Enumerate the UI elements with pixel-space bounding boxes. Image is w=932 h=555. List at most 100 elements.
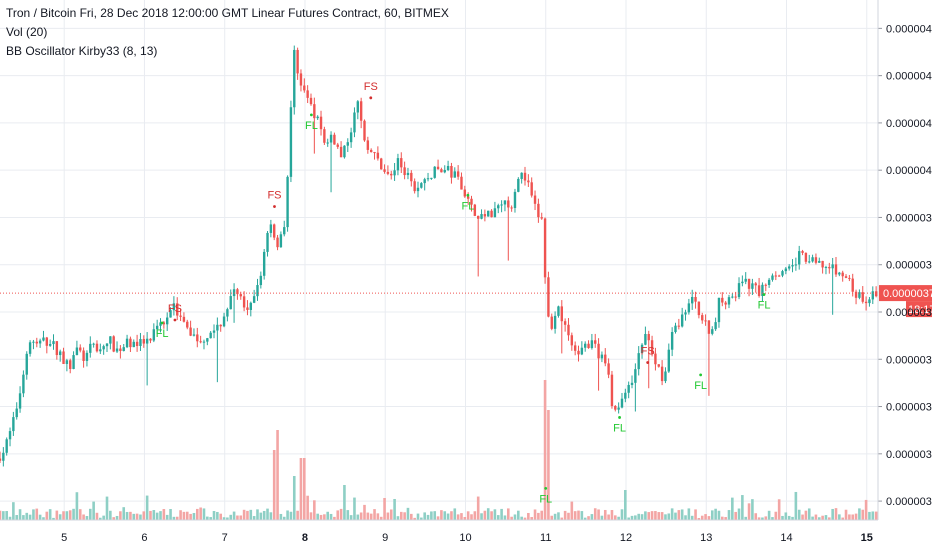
candle-body: [781, 271, 784, 276]
legend-main-title[interactable]: Tron / Bitcoin Fri, 28 Dec 2018 12:00:00…: [6, 6, 449, 20]
volume-bar: [22, 515, 25, 520]
candle-body: [851, 278, 854, 292]
volume-bar: [577, 510, 580, 520]
candle-body: [303, 85, 306, 91]
volume-bar: [112, 517, 115, 520]
candle-body: [122, 347, 125, 352]
candle-body: [72, 355, 75, 369]
volume-bar: [690, 515, 694, 520]
volume-bar: [734, 511, 737, 520]
volume-bar: [42, 517, 45, 520]
candle-body: [403, 167, 406, 176]
x-tick-label: 7: [222, 532, 228, 544]
volume-bar: [99, 517, 102, 520]
candle-body: [199, 341, 202, 343]
candle-body: [450, 165, 453, 178]
volume-bar: [105, 496, 109, 520]
fs-signal-label: FS: [641, 346, 655, 358]
volume-bar: [406, 507, 410, 520]
candle-body: [236, 289, 239, 295]
candle-body: [657, 364, 660, 367]
volume-bar: [593, 508, 597, 520]
candle-body: [229, 296, 232, 310]
volume-bar: [226, 517, 229, 520]
volume-bar: [466, 511, 470, 520]
volume-bar: [5, 511, 8, 520]
volume-bar: [844, 509, 848, 520]
candle-body: [587, 343, 590, 349]
volume-bar: [817, 517, 821, 520]
candle-body: [787, 266, 791, 269]
candle-body: [396, 158, 400, 171]
volume-bar: [52, 517, 55, 520]
candle-body: [831, 264, 834, 269]
volume-bar: [868, 511, 871, 520]
candle-body: [329, 134, 333, 143]
candle-body: [309, 97, 313, 105]
candle-body: [219, 324, 222, 327]
volume-bar: [724, 517, 727, 520]
candle-body: [767, 279, 771, 285]
candle-body: [436, 166, 440, 170]
candle-body: [620, 398, 624, 408]
candle-body: [12, 417, 15, 432]
candle-body: [473, 204, 477, 216]
candle-body: [366, 140, 370, 150]
candle-body: [557, 306, 560, 316]
candle-body: [804, 252, 808, 262]
volume-bar: [209, 517, 212, 520]
volume-bar: [306, 495, 309, 520]
candle-body: [149, 338, 152, 341]
candle-body: [607, 363, 610, 375]
candle-body: [864, 301, 868, 304]
volume-bar: [861, 509, 865, 520]
volume-bar: [627, 517, 630, 520]
volume-bar: [399, 511, 403, 520]
volume-bar: [761, 517, 764, 520]
volume-bar: [824, 515, 828, 520]
volume-bar: [45, 511, 49, 520]
candle-body: [841, 272, 844, 277]
volume-bar: [513, 514, 517, 520]
volume-bar: [630, 515, 634, 520]
candle-body: [216, 324, 219, 331]
candle-body: [553, 315, 557, 329]
volume-bar: [303, 458, 306, 520]
candle-body: [299, 73, 303, 86]
candle-body: [500, 204, 503, 206]
candle-body: [226, 309, 229, 317]
volume-bar: [202, 508, 206, 520]
volume-bar: [851, 514, 855, 520]
volume-bar: [389, 509, 393, 520]
signal-dot: [762, 293, 766, 296]
volume-bar: [757, 517, 761, 520]
candle-body: [497, 205, 500, 209]
candle-body: [624, 392, 627, 399]
y-tick-label: 0.00000330: [886, 496, 932, 508]
candle-body: [824, 266, 828, 268]
volume-bar: [874, 511, 878, 520]
volume-bar: [413, 517, 416, 520]
legend-volume[interactable]: Vol (20): [6, 25, 48, 39]
legend-oscillator[interactable]: BB Oscillator Kirby33 (8, 13): [6, 44, 158, 58]
candle-body: [871, 291, 874, 300]
volume-bar: [58, 514, 62, 520]
candle-body: [343, 145, 346, 158]
candle-body: [460, 176, 463, 190]
candle-body: [640, 344, 644, 354]
volume-bar: [28, 514, 32, 520]
volume-bar: [664, 514, 667, 520]
volume-bar: [216, 511, 219, 520]
volume-bar: [523, 517, 527, 520]
volume-bar: [707, 516, 711, 520]
candle-body: [600, 354, 604, 359]
volume-bar: [282, 516, 286, 520]
volume-bar: [393, 498, 396, 520]
candle-body: [202, 341, 206, 343]
candle-body: [115, 348, 119, 352]
candle-body: [513, 191, 517, 208]
volume-bar: [122, 507, 126, 520]
volume-bar: [149, 510, 152, 520]
